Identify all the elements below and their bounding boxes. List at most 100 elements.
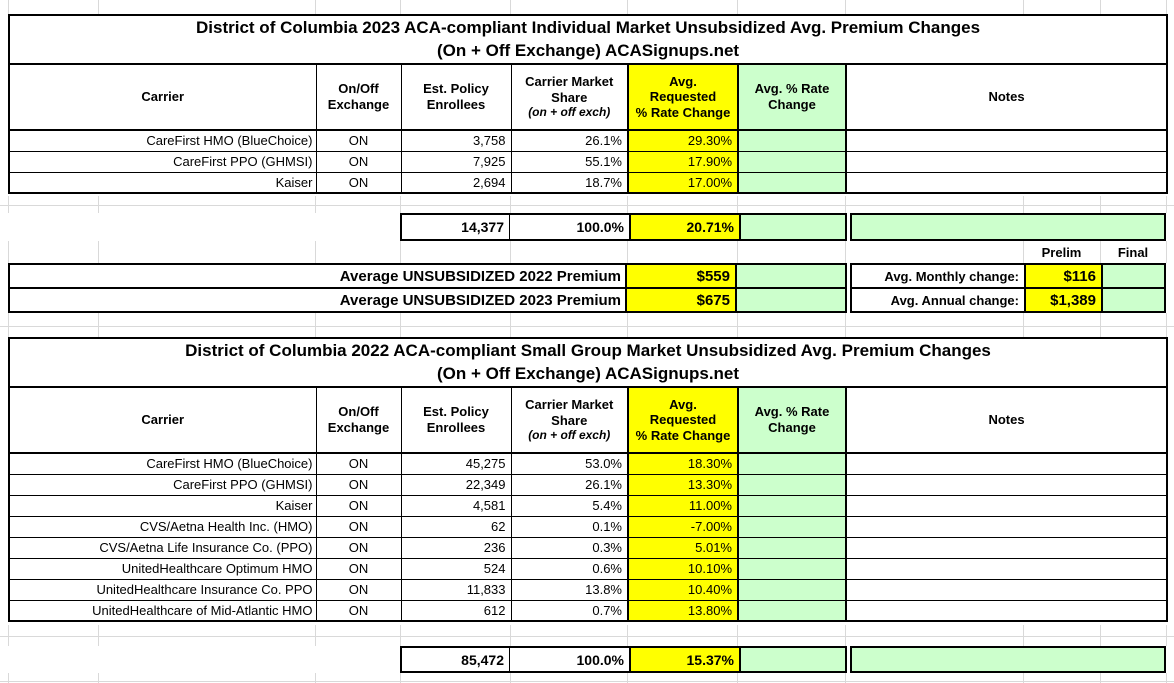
gridline [627,313,628,337]
premium-2023-box: Average UNSUBSIDIZED 2023 Premium $675 [8,287,847,313]
notes-cell [845,129,1168,152]
carrier-cell: UnitedHealthcare Insurance Co. PPO [8,578,317,601]
enrollees-cell: 236 [400,536,512,559]
individual-total-row: 14,377 100.0% 20.71% [400,213,847,241]
notes-cell [845,452,1168,475]
exchange-cell: ON [315,578,402,601]
monthly-change-final-cell [1101,265,1164,287]
gridline [510,625,511,646]
total-avg-change-cell [739,215,845,239]
table-row: CareFirst PPO (GHMSI) ON 22,349 26.1% 13… [8,473,1168,496]
final-column-label: Final [1117,245,1149,260]
gridline [400,241,401,263]
gridline [1166,673,1167,683]
enrollees-cell: 11,833 [400,578,512,601]
gridline [315,0,316,14]
header-enrollees: Est. Policy Enrollees [400,63,512,131]
market-share-cell: 0.1% [510,515,629,538]
header-market-share-subtitle: (on + off exch) [528,105,611,120]
carrier-cell: UnitedHealthcare of Mid-Atlantic HMO [8,599,317,622]
gridline [98,625,99,646]
enrollees-cell: 612 [400,599,512,622]
annual-change-value: $1,389 [1024,289,1101,311]
annual-change-box: Avg. Annual change: $1,389 [850,287,1166,313]
avg-rate-change-cell [737,473,847,496]
table-title-line2: (On + Off Exchange) ACASignups.net [436,40,740,60]
gridline [1100,673,1101,683]
total-requested-cell: 20.71% [629,215,739,239]
market-share-cell: 55.1% [510,150,629,173]
gridline [1023,0,1024,14]
exchange-cell: ON [315,557,402,580]
gridline [1023,241,1024,263]
small-group-market-table: District of Columbia 2022 ACA-compliant … [8,337,1169,622]
gridline [737,0,738,14]
enrollees-cell: 3,758 [400,129,512,152]
gridline [8,673,9,683]
exchange-cell: ON [315,536,402,559]
exchange-cell: ON [315,452,402,475]
gridline [1166,196,1167,213]
exchange-cell: ON [315,494,402,517]
enrollees-cell: 22,349 [400,473,512,496]
avg-rate-change-cell [737,171,847,194]
gridline [8,196,9,213]
gridline [1023,196,1024,213]
enrollees-cell: 524 [400,557,512,580]
gridline [1166,241,1167,263]
table-row: CVS/Aetna Health Inc. (HMO) ON 62 0.1% -… [8,515,1168,538]
premium-2023-green-cell [737,289,845,311]
gridline [98,313,99,337]
gridline [510,313,511,337]
carrier-cell: CVS/Aetna Life Insurance Co. (PPO) [8,536,317,559]
requested-rate-cell: 18.30% [627,452,739,475]
table-row: UnitedHealthcare Insurance Co. PPO ON 11… [8,578,1168,601]
exchange-cell: ON [315,171,402,194]
gridline [315,673,316,683]
table-row: CareFirst PPO (GHMSI) ON 7,925 55.1% 17.… [8,150,1168,173]
market-share-cell: 0.3% [510,536,629,559]
premium-2023-row: Average UNSUBSIDIZED 2023 Premium $675 A… [8,287,1166,313]
header-carrier: Carrier [8,386,317,454]
gridline [0,326,1174,327]
table-row: Kaiser ON 4,581 5.4% 11.00% [8,494,1168,517]
gridline [0,681,1174,682]
requested-rate-cell: 13.80% [627,599,739,622]
carrier-cell: CareFirst HMO (BlueChoice) [8,129,317,152]
avg-rate-change-cell [737,557,847,580]
enrollees-cell: 4,581 [400,494,512,517]
header-row: Carrier On/Off Exchange Est. Policy Enro… [8,386,1168,454]
total-enrollees-cell: 14,377 [461,219,504,235]
notes-cell [845,515,1168,538]
avg-rate-change-cell [737,599,847,622]
gridline [1166,625,1167,646]
notes-cell [845,473,1168,496]
gridline [737,313,738,337]
gridline [510,673,511,683]
monthly-change-value: $116 [1024,265,1101,287]
monthly-change-box: Avg. Monthly change: $116 [850,263,1166,289]
gridline [315,241,316,263]
gridline [1023,625,1024,646]
gridline [0,205,1174,206]
gridline [845,313,846,337]
table-title-line2: (On + Off Exchange) ACASignups.net [436,363,740,383]
gridline [1023,313,1024,337]
annual-change-label: Avg. Annual change: [890,292,1019,308]
exchange-cell: ON [315,129,402,152]
header-avg-requested: Avg. Requested % Rate Change [627,63,739,131]
table-row: UnitedHealthcare Optimum HMO ON 524 0.6%… [8,557,1168,580]
gridline [737,196,738,213]
enrollees-cell: 7,925 [400,150,512,173]
table-title-line1: District of Columbia 2022 ACA-compliant … [185,340,991,360]
gridline [627,0,628,14]
prelim-column-label: Prelim [1041,245,1082,260]
gridline [510,0,511,14]
notes-cell [845,150,1168,173]
premium-2022-box: Average UNSUBSIDIZED 2022 Premium $559 [8,263,847,289]
gridline [737,625,738,646]
gridline [98,196,99,213]
notes-cell [845,578,1168,601]
gridline [8,241,9,263]
